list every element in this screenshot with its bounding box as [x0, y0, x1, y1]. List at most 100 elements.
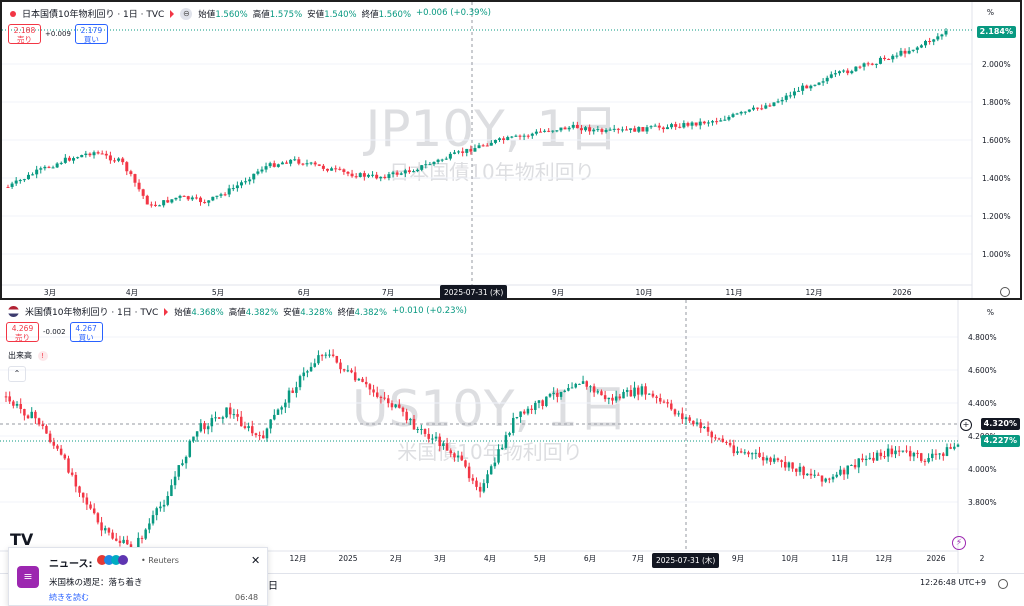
candle	[45, 426, 48, 434]
candle	[269, 419, 272, 429]
y-tick-label: 4.400%	[968, 399, 997, 408]
y-tick-label: 2.000%	[982, 60, 1011, 69]
close-icon[interactable]: ✕	[251, 554, 261, 567]
candle	[350, 173, 354, 177]
settings-gear-icon[interactable]	[998, 579, 1008, 589]
ohlc-item: +0.010 (+0.23%)	[392, 306, 467, 318]
news-popup[interactable]: ≡ ニュース: • Reuters ✕ 米国株の週足：落ち着き 続きを読む 06…	[8, 547, 268, 606]
ohlc-item: 安値1.540%	[307, 8, 356, 20]
candle	[541, 400, 544, 406]
candle	[236, 414, 239, 417]
add-plus-icon[interactable]: +	[960, 419, 972, 431]
candle	[751, 107, 755, 110]
candle	[552, 392, 555, 394]
candle	[309, 162, 313, 164]
candle	[137, 182, 141, 190]
candle	[600, 129, 604, 132]
candle	[440, 159, 444, 161]
sell-button[interactable]: 4.269 売り	[6, 322, 39, 342]
candle	[543, 130, 547, 132]
candle	[177, 465, 181, 477]
candle	[280, 162, 284, 165]
candle	[379, 176, 383, 179]
candle	[74, 474, 78, 487]
candle	[346, 171, 350, 174]
flag-icon[interactable]	[164, 307, 169, 316]
candle	[231, 188, 235, 190]
candle	[670, 403, 673, 410]
symbol-title[interactable]: 日本国債10年物利回り · 1日 · TVC	[22, 10, 165, 20]
ohlc-value: 4.328%	[300, 307, 333, 318]
clock-time[interactable]: 12:26:48 UTC+9	[920, 578, 987, 587]
candle	[868, 457, 872, 459]
candle	[686, 123, 690, 126]
candle	[739, 451, 743, 453]
symbol-title[interactable]: 米国債10年物利回り · 1日 · TVC	[25, 308, 159, 318]
candle	[298, 376, 302, 388]
candle	[383, 397, 386, 399]
candle	[620, 129, 624, 131]
candle	[604, 129, 608, 132]
sell-button[interactable]: 2.188 売り	[8, 24, 41, 44]
candle	[80, 155, 84, 158]
calendar-icon[interactable]: 日	[268, 581, 278, 592]
source-logo-icon	[118, 555, 128, 565]
settings-gear-icon[interactable]	[1000, 287, 1010, 297]
candle	[839, 469, 842, 475]
eye-icon[interactable]: ⊖	[180, 7, 193, 20]
candle	[252, 173, 256, 180]
candle	[67, 157, 71, 161]
candle	[850, 464, 853, 466]
candle	[366, 174, 370, 177]
candle	[575, 124, 579, 129]
buy-button[interactable]: 2.179 買い	[74, 24, 108, 44]
candle	[23, 408, 26, 416]
candle	[485, 145, 489, 147]
news-headline[interactable]: 米国株の週足：落ち着き	[49, 578, 143, 588]
candle	[649, 126, 653, 128]
candle	[545, 396, 548, 406]
candle	[63, 157, 67, 163]
jp10y-chart-pane[interactable]: JP10Y, 1日 日本国債10年物利回り 2.000% 1.800% 1.600%…	[0, 0, 1022, 300]
lightning-icon[interactable]: ⚡	[952, 536, 966, 550]
candle	[228, 407, 232, 415]
candle	[949, 447, 952, 449]
us10y-watermark: US10Y, 1日 米国債10年物利回り	[351, 380, 629, 464]
ohlc-values: 始値1.560% 高値1.575% 安値1.540% 終値1.560% +0.006 (…	[198, 8, 491, 20]
volume-label[interactable]: 出来高 !	[8, 350, 48, 361]
ohlc-key: 高値	[252, 9, 270, 20]
candle	[625, 390, 629, 392]
candle	[743, 111, 747, 113]
candle	[821, 81, 825, 83]
us10y-chart-pane[interactable]: US10Y, 1日 米国債10年物利回り 4.800% 4.600% 4.400% 4…	[0, 300, 1024, 604]
candle	[772, 102, 776, 107]
x-tick-label: 2025	[338, 554, 357, 563]
x-tick-label: 2	[980, 554, 985, 563]
candle	[100, 522, 103, 531]
candle	[206, 426, 210, 430]
candle	[243, 426, 247, 429]
candle	[817, 82, 821, 85]
candle	[4, 396, 8, 398]
candle	[791, 462, 794, 469]
flag-icon[interactable]	[170, 9, 175, 18]
candle	[151, 515, 155, 524]
collapse-chevron-icon[interactable]: ⌃	[8, 366, 26, 382]
candle	[875, 452, 879, 461]
candle	[383, 176, 387, 179]
candle	[890, 448, 894, 455]
read-more-link[interactable]: 続きを読む	[49, 593, 89, 602]
x-tick-label: 3月	[434, 554, 446, 563]
candle	[820, 475, 824, 482]
jp10y-watermark: JP10Y, 1日 日本国債10年物利回り	[365, 100, 619, 184]
candle	[688, 417, 691, 421]
candle	[37, 418, 41, 425]
candle	[645, 127, 649, 132]
candle	[508, 432, 511, 436]
candle	[375, 392, 379, 397]
warning-icon[interactable]: !	[37, 351, 48, 361]
candle	[633, 387, 636, 397]
jp10y-candles[interactable]: 2.000% 1.800% 1.600% 1.400% 1.200% 1.000% 3月 4月…	[2, 2, 1022, 298]
candle	[592, 129, 596, 132]
buy-button[interactable]: 4.267 買い	[69, 322, 103, 342]
